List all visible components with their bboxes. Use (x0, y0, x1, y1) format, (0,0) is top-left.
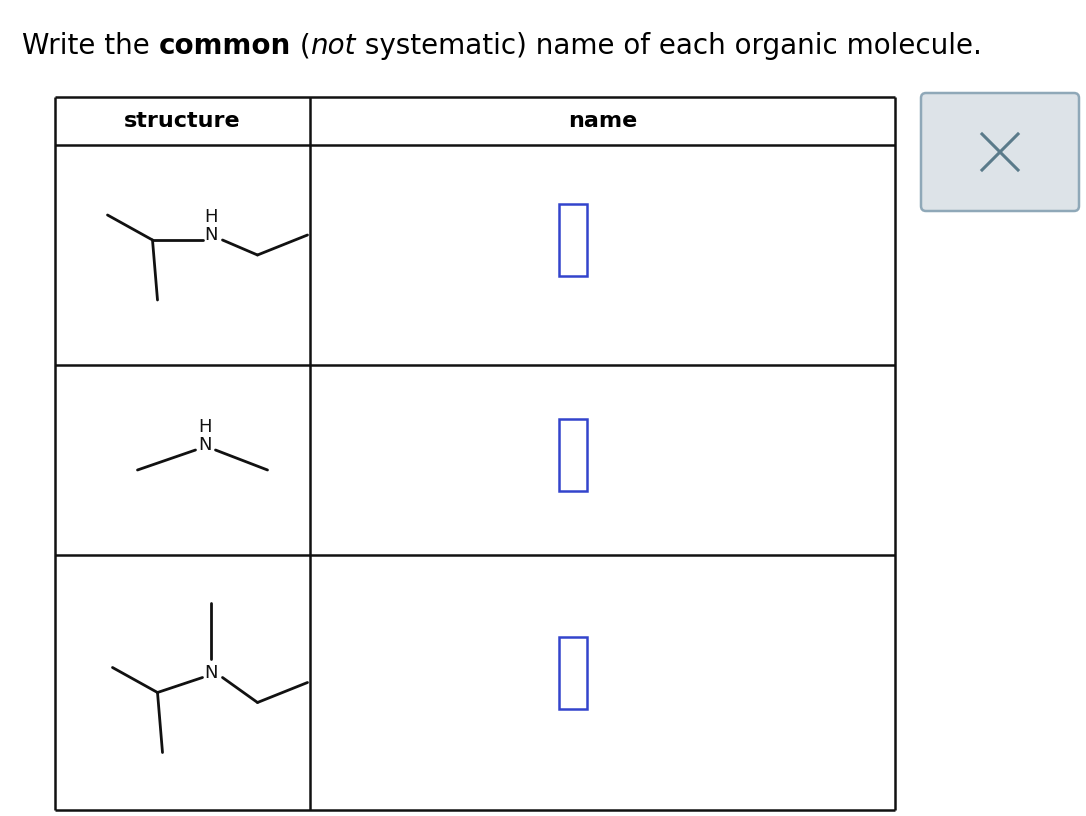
Text: name: name (568, 111, 637, 131)
Text: structure: structure (124, 111, 241, 131)
Bar (558, 204, 586, 276)
Bar (558, 636, 586, 708)
Bar (558, 419, 586, 491)
Text: (: ( (291, 32, 311, 60)
Text: Write the: Write the (22, 32, 159, 60)
FancyBboxPatch shape (921, 93, 1079, 211)
Text: N: N (199, 436, 212, 454)
Text: N: N (204, 226, 217, 244)
Text: H: H (204, 208, 217, 226)
Text: N: N (204, 663, 217, 681)
Text: H: H (199, 418, 212, 436)
Text: common: common (159, 32, 291, 60)
Text: not: not (311, 32, 356, 60)
Text: systematic) name of each organic molecule.: systematic) name of each organic molecul… (356, 32, 982, 60)
